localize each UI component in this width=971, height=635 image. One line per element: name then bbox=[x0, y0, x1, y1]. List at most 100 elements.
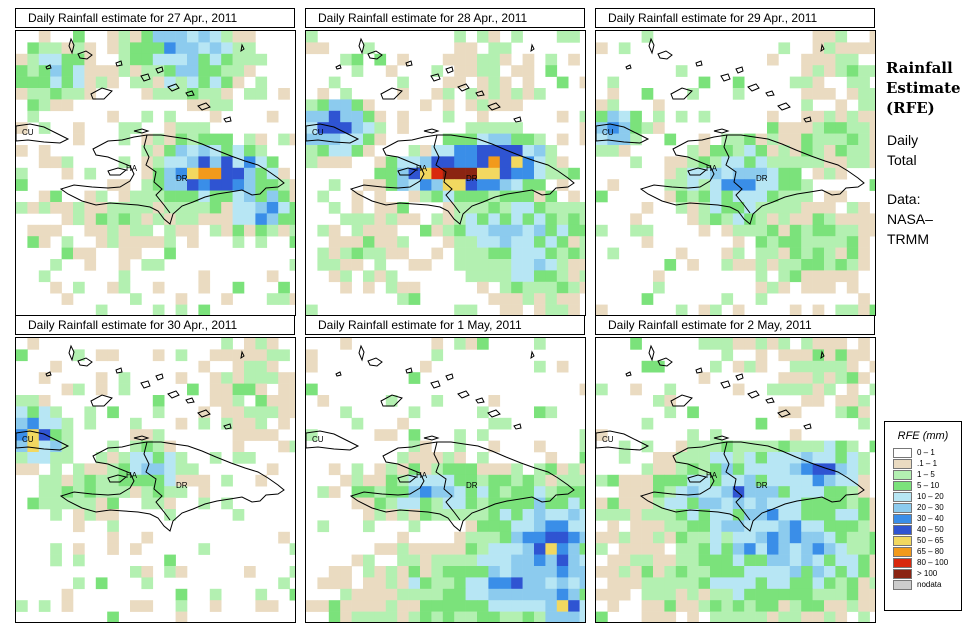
rainfall-cell bbox=[255, 474, 268, 487]
cuba-coastline bbox=[306, 430, 360, 451]
rainfall-cell bbox=[107, 65, 119, 77]
rainfall-cell bbox=[317, 577, 330, 590]
legend-label: 65 – 80 bbox=[917, 546, 944, 556]
rainfall-cell bbox=[164, 190, 176, 203]
rainfall-cell bbox=[744, 213, 756, 226]
rainfall-cell bbox=[698, 588, 711, 601]
rainfall-cell bbox=[442, 213, 455, 226]
rainfall-cell bbox=[596, 133, 608, 146]
rainfall-cell bbox=[289, 440, 295, 453]
rainfall-cell bbox=[397, 122, 409, 134]
rainfall-cell bbox=[397, 167, 409, 180]
rainfall-cell bbox=[767, 531, 779, 544]
rainfall-cell bbox=[50, 417, 62, 430]
rainfall-cell bbox=[187, 88, 199, 100]
rainfall-cell bbox=[778, 349, 791, 362]
rainfall-cell bbox=[175, 224, 188, 237]
rainfall-cell bbox=[130, 463, 142, 476]
rainfall-cell bbox=[130, 31, 142, 43]
rainfall-cell bbox=[596, 588, 608, 601]
rainfall-cell bbox=[328, 99, 341, 112]
rainfall-cell bbox=[374, 53, 387, 66]
rainfall-cell bbox=[385, 543, 398, 555]
rainfall-cell bbox=[789, 122, 802, 134]
rainfall-cell bbox=[522, 293, 535, 305]
rainfall-cell bbox=[579, 213, 585, 226]
rainfall-cell bbox=[266, 202, 279, 214]
rainfall-cell bbox=[710, 566, 722, 578]
rainfall-cell bbox=[340, 99, 352, 112]
rainfall-cell bbox=[363, 99, 375, 112]
rainfall-cell bbox=[50, 281, 62, 294]
rainfall-cell bbox=[95, 577, 108, 590]
rainfall-cell bbox=[721, 179, 734, 191]
rainfall-cell bbox=[420, 543, 432, 555]
rainfall-cell bbox=[454, 486, 466, 498]
rainfall-cell bbox=[744, 133, 756, 146]
rainfall-cell bbox=[556, 213, 569, 226]
rainfall-cell bbox=[511, 202, 523, 214]
rainfall-cell bbox=[801, 395, 813, 407]
rainfall-cell bbox=[306, 31, 318, 43]
rainfall-cell bbox=[579, 270, 585, 283]
rainfall-cell bbox=[278, 281, 290, 294]
rainfall-cell bbox=[499, 133, 512, 146]
rainfall-cell bbox=[73, 122, 85, 134]
rainfall-cell bbox=[84, 202, 97, 214]
rainfall-cell bbox=[141, 429, 154, 441]
rainfall-cell bbox=[835, 440, 848, 453]
rainfall-cell bbox=[511, 88, 523, 100]
rainfall-cell bbox=[755, 417, 768, 430]
rainfall-cell bbox=[755, 224, 768, 237]
rainfall-cell bbox=[824, 349, 836, 362]
rainfall-cell bbox=[653, 554, 665, 567]
rainfall-cell bbox=[118, 42, 131, 55]
rainfall-cell bbox=[732, 474, 745, 487]
rainfall-cell bbox=[534, 588, 546, 601]
rainfall-cell bbox=[477, 531, 489, 544]
rainfall-cell bbox=[732, 236, 745, 248]
rainfall-cell bbox=[858, 588, 870, 601]
rainfall-cell bbox=[465, 145, 478, 157]
gonave-coastline bbox=[107, 167, 128, 176]
rainfall-cell bbox=[556, 179, 569, 191]
rainfall-cell bbox=[687, 474, 699, 487]
rainfall-cell bbox=[118, 463, 131, 476]
legend-swatch bbox=[893, 557, 912, 568]
rainfall-cell bbox=[141, 452, 154, 464]
rainfall-cell bbox=[687, 429, 699, 441]
rainfall-cell bbox=[175, 88, 188, 100]
rainfall-cell bbox=[351, 202, 364, 214]
rainfall-cell bbox=[209, 42, 222, 55]
rainfall-cell bbox=[363, 213, 375, 226]
rainfall-cell bbox=[175, 213, 188, 226]
rainfall-cell bbox=[16, 167, 28, 180]
rainfall-cell bbox=[351, 259, 364, 271]
rainfall-cell bbox=[511, 486, 523, 498]
legend-swatch bbox=[893, 579, 912, 590]
rainfall-cell bbox=[397, 110, 409, 123]
rainfall-cell bbox=[27, 76, 40, 89]
rainfall-cell bbox=[630, 474, 642, 487]
rainfall-cell bbox=[755, 202, 768, 214]
bahamas-coastline bbox=[475, 90, 485, 97]
rainfall-cell bbox=[858, 372, 870, 384]
rainfall-cell bbox=[511, 611, 523, 622]
bahamas-coastline bbox=[487, 102, 501, 111]
tortuga-coastline bbox=[713, 435, 730, 441]
rainfall-cell bbox=[579, 247, 585, 260]
panel-title: Daily Rainfall estimate for 27 Apr., 201… bbox=[15, 8, 295, 28]
rainfall-cell bbox=[522, 600, 535, 612]
rainfall-cell bbox=[50, 429, 62, 441]
rainfall-cell bbox=[767, 190, 779, 203]
rainfall-cell bbox=[397, 531, 409, 544]
rainfall-cell bbox=[568, 247, 580, 260]
rainfall-cell bbox=[767, 224, 779, 237]
rainfall-cell bbox=[255, 76, 268, 89]
rainfall-cell bbox=[835, 372, 848, 384]
rainfall-cell bbox=[442, 156, 455, 169]
rainfall-cell bbox=[442, 554, 455, 567]
rainfall-cell bbox=[755, 133, 768, 146]
rainfall-cell bbox=[732, 213, 745, 226]
